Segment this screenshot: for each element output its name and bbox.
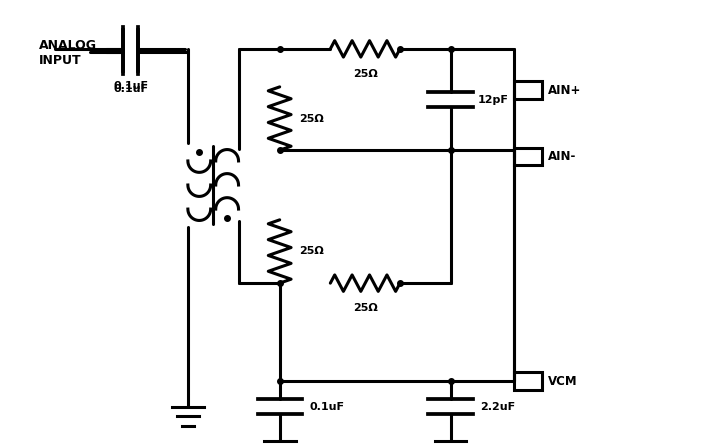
Text: 2.2uF: 2.2uF bbox=[480, 401, 515, 412]
Text: AIN+: AIN+ bbox=[548, 83, 581, 96]
Text: AIN-: AIN- bbox=[548, 150, 576, 163]
Text: 0.1uF: 0.1uF bbox=[114, 84, 148, 94]
Text: 12pF: 12pF bbox=[477, 95, 508, 104]
Text: ANALOG
INPUT: ANALOG INPUT bbox=[39, 39, 97, 67]
Text: 25Ω: 25Ω bbox=[352, 69, 378, 78]
Bar bbox=[514, 372, 542, 390]
Bar bbox=[514, 148, 542, 165]
Text: 0.1uF: 0.1uF bbox=[114, 81, 148, 91]
Bar bbox=[514, 81, 542, 99]
Text: 0.1uF: 0.1uF bbox=[309, 401, 345, 412]
Text: 25Ω: 25Ω bbox=[299, 247, 324, 256]
Text: 25Ω: 25Ω bbox=[352, 303, 378, 313]
Text: 25Ω: 25Ω bbox=[299, 114, 324, 124]
Text: VCM: VCM bbox=[548, 375, 577, 388]
